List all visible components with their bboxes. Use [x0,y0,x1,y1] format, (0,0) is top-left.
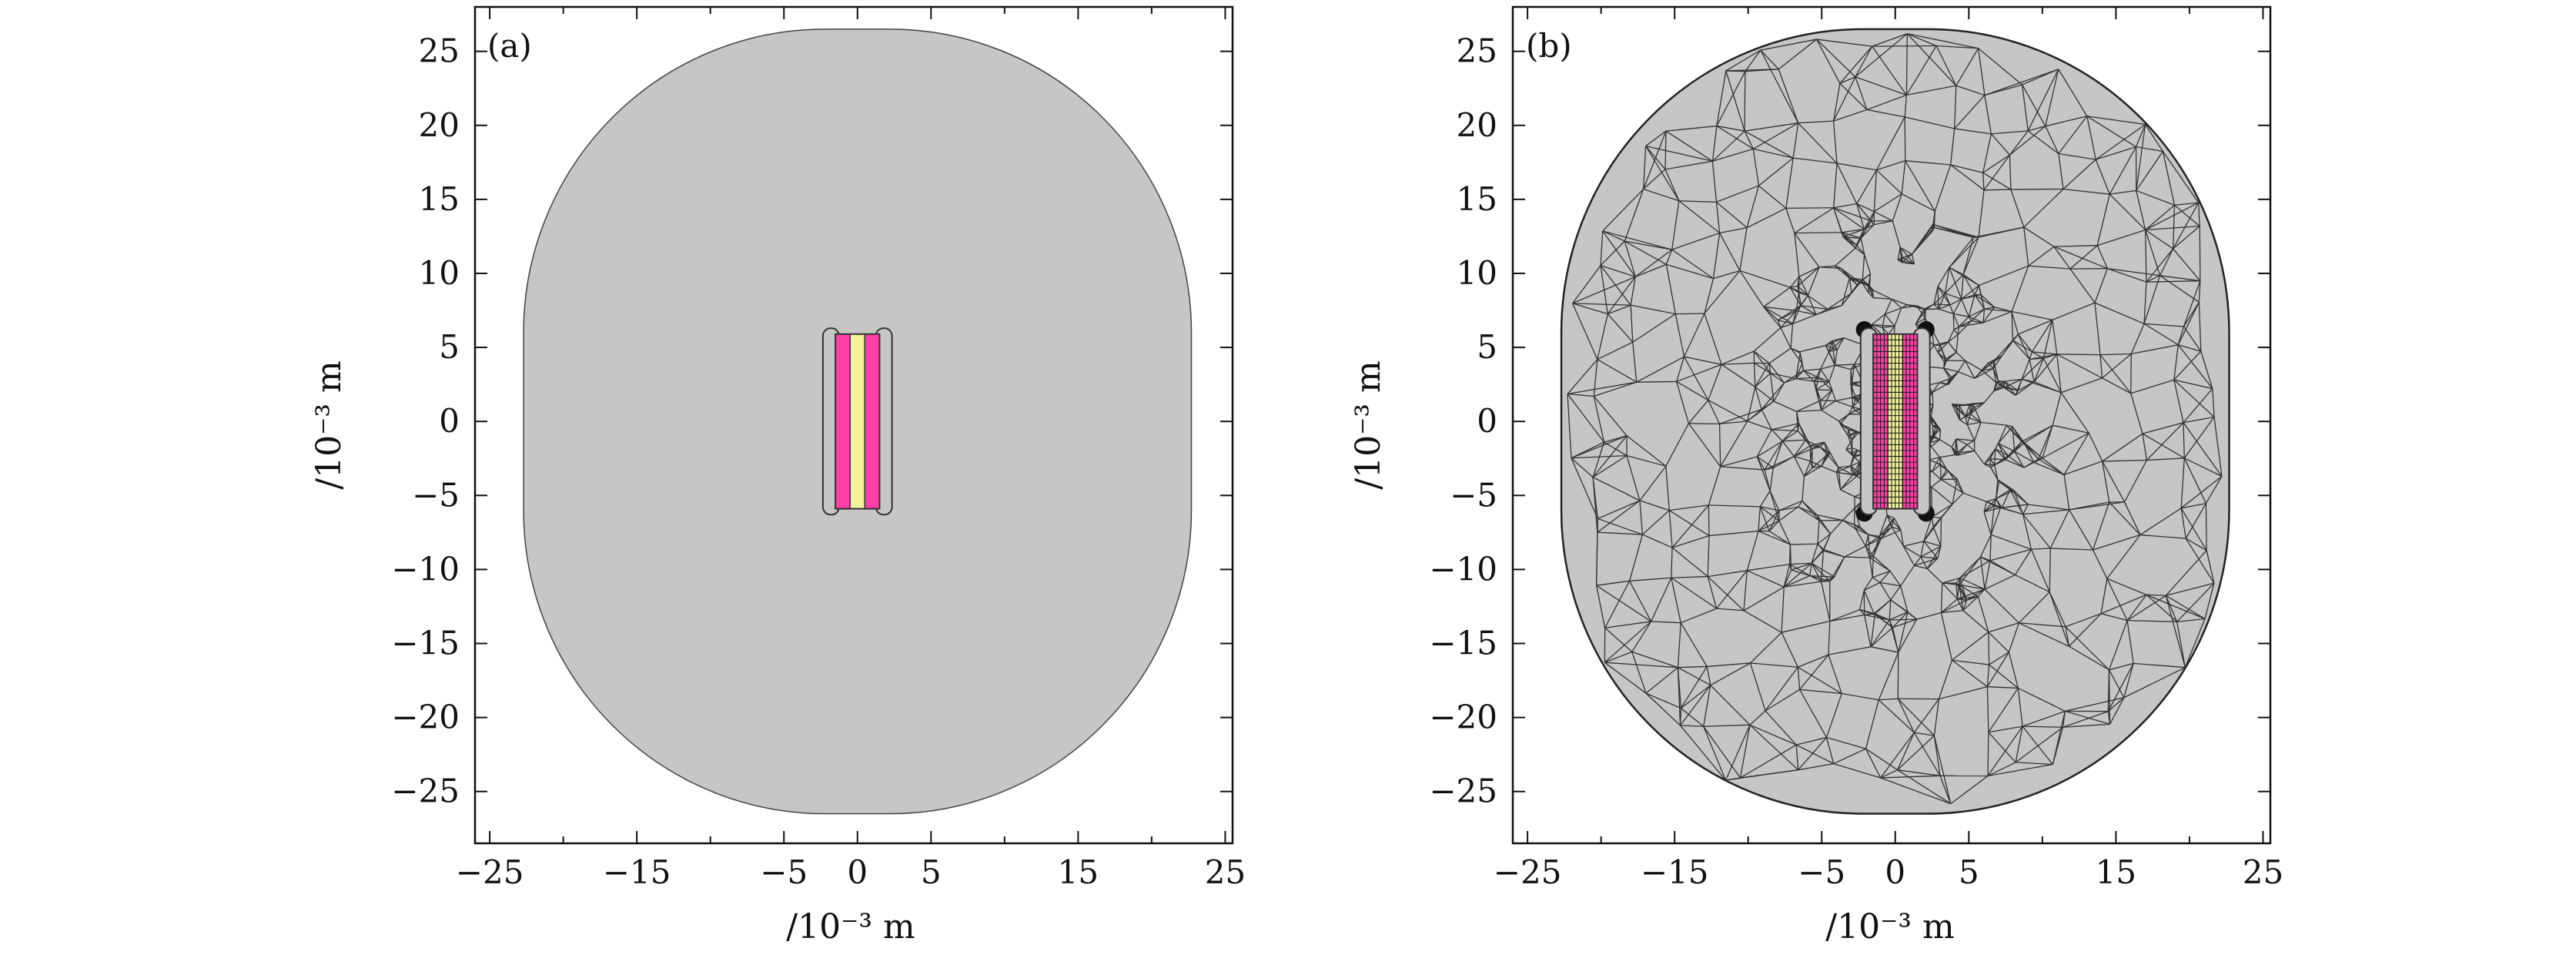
y-tick-label: −10 [1429,550,1497,588]
y-tick-label: 25 [1457,32,1497,70]
panel-b-x-axis-label: /10⁻³ m [1825,907,1954,947]
y-tick-label: 0 [439,402,460,440]
y-tick-label: −25 [1429,772,1497,810]
center-strip [849,333,866,510]
y-tick-label: −20 [391,699,460,736]
x-tick-label: −5 [760,853,808,891]
x-tick-label: 0 [847,853,868,891]
panel-b-label: (b) [1526,27,1572,65]
y-tick-label: −10 [391,550,460,588]
side-strip [864,333,881,510]
x-tick-label: 5 [921,853,942,891]
y-tick-label: −20 [1429,699,1497,736]
y-tick-label: −15 [391,625,460,662]
panel-b-axis-ticks: −25 −15 −5 0 5 15 25 25 20 15 10 5 0 −5 −10 −15 −20 −25 [1429,7,2283,891]
strip-block [835,333,881,510]
panel-a: −25 −15 −5 0 5 15 25 25 20 15 10 5 0 −5 −10 −15 −20 −25 (… [309,5,1246,947]
x-tick-label: −25 [1494,853,1562,891]
strip-mesh [1873,333,1918,509]
side-strip [835,333,851,510]
panel-a-y-axis-label: /10⁻³ m [309,360,349,489]
panel-a-x-axis-label: /10⁻³ m [786,907,915,947]
x-tick-label: −5 [1798,853,1845,891]
y-tick-label: −5 [1450,476,1497,514]
x-tick-label: −15 [1641,853,1709,891]
x-tick-label: 25 [2243,853,2283,891]
y-tick-label: −15 [1429,625,1497,662]
y-tick-label: 25 [419,32,460,70]
panel-b-y-axis-label: /10⁻³ m [1349,360,1388,489]
y-tick-label: 10 [419,254,460,292]
panel-a-label: (a) [487,27,532,65]
y-tick-label: 20 [1457,106,1497,144]
y-tick-label: 0 [1477,402,1497,440]
y-tick-label: 5 [439,328,460,366]
y-tick-label: 10 [1457,254,1497,292]
panel-a-frame [473,5,1234,845]
panel-b-frame [1511,5,2272,845]
panel-a-axis-ticks: −25 −15 −5 0 5 15 25 25 20 15 10 5 0 −5 −10 −15 −20 −25 [391,7,1246,891]
x-tick-label: 0 [1885,853,1905,891]
x-tick-label: 15 [1058,853,1099,891]
x-tick-label: 25 [1205,853,1246,891]
x-tick-label: 15 [2096,853,2136,891]
y-tick-label: 20 [419,106,460,144]
panel-b-geometry [1560,28,2230,815]
y-tick-label: 5 [1477,328,1497,366]
x-tick-label: −15 [603,853,671,891]
y-tick-label: 15 [1457,180,1497,218]
y-tick-label: −5 [412,476,460,514]
x-tick-label: 5 [1959,853,1979,891]
panel-b: −25 −15 −5 0 5 15 25 25 20 15 10 5 0 −5 −10 −15 −20 −25 (… [1349,5,2283,947]
panel-a-geometry [523,28,1193,815]
x-tick-label: −25 [456,853,524,891]
y-tick-label: 15 [419,180,460,218]
y-tick-label: −25 [391,772,460,810]
